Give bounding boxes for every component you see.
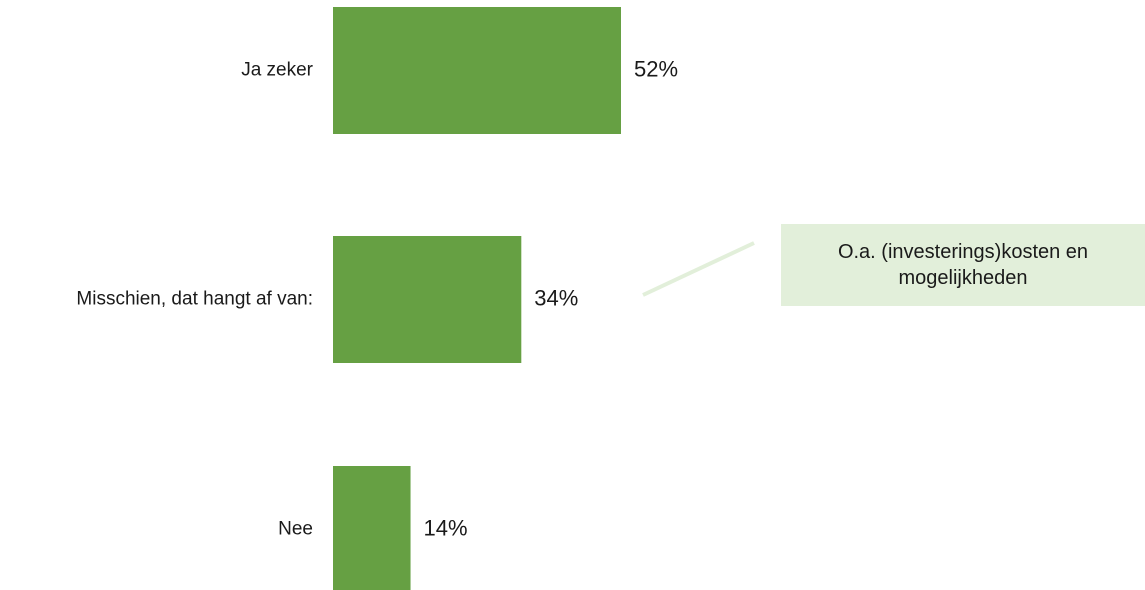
bar-ja-zeker bbox=[333, 7, 621, 134]
category-label-nee: Nee bbox=[278, 519, 313, 540]
annotation-callout-text: O.a. (investerings)kosten en mogelijkhed… bbox=[837, 241, 1089, 289]
category-label-ja-zeker: Ja zeker bbox=[241, 60, 313, 81]
value-label-nee: 14% bbox=[424, 515, 468, 540]
bar-nee bbox=[333, 466, 411, 590]
bar-misschien-dat-hangt-af-van bbox=[333, 236, 522, 363]
value-label-misschien-dat-hangt-af-van: 34% bbox=[534, 285, 578, 310]
category-label-misschien-dat-hangt-af-van: Misschien, dat hangt af van: bbox=[76, 289, 313, 310]
annotation-callout: O.a. (investerings)kosten en mogelijkhed… bbox=[781, 224, 1145, 306]
chart-marks: Ja zeker 52% Misschien, dat hangt af van: 3… bbox=[76, 7, 678, 590]
annotation-leader-line bbox=[642, 241, 755, 297]
value-label-ja-zeker: 52% bbox=[634, 56, 678, 81]
